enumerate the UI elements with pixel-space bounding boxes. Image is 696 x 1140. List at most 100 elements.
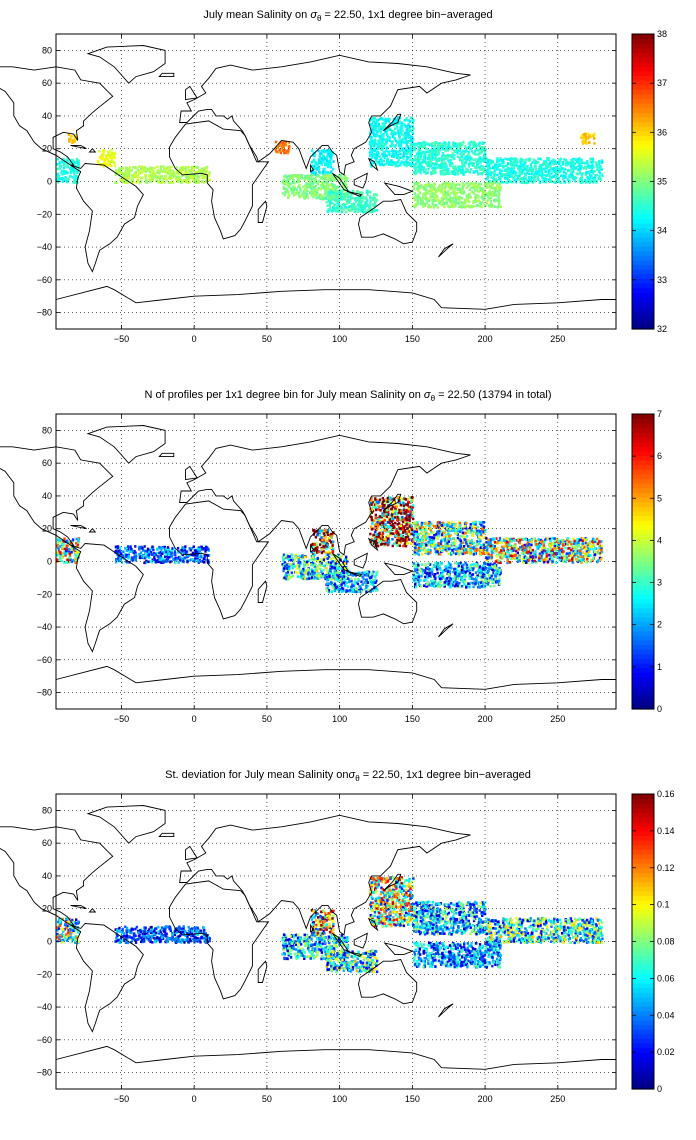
data-bin — [371, 126, 374, 130]
colorbar-segment — [632, 80, 654, 86]
data-bin — [565, 163, 568, 167]
data-bin — [114, 550, 117, 553]
data-bin — [398, 149, 402, 153]
data-bin — [459, 152, 462, 156]
data-bin — [407, 163, 410, 167]
data-bin — [286, 178, 289, 181]
data-bin — [368, 142, 372, 146]
data-bin — [392, 155, 396, 159]
data-bin — [445, 157, 448, 161]
data-bin — [520, 160, 523, 163]
data-bin — [506, 181, 509, 184]
data-bin — [507, 180, 511, 184]
data-bin — [399, 126, 402, 130]
data-bin — [297, 556, 300, 560]
data-bin — [423, 155, 426, 159]
data-bin — [429, 162, 433, 166]
data-bin — [314, 184, 318, 188]
data-bin — [166, 172, 170, 175]
data-bin — [74, 137, 77, 141]
data-bin — [423, 202, 426, 206]
data-bin — [474, 193, 478, 197]
data-bin — [279, 141, 283, 144]
data-bin — [573, 177, 576, 181]
data-bin — [533, 178, 536, 182]
data-bin — [390, 159, 393, 162]
data-bin — [488, 185, 491, 188]
data-bin — [351, 583, 354, 586]
data-bin — [382, 134, 385, 138]
data-bin — [317, 167, 321, 171]
data-bin — [444, 191, 448, 194]
data-bin — [319, 567, 322, 571]
data-bin — [145, 559, 148, 563]
data-bin — [371, 142, 374, 146]
colorbar-segment — [632, 305, 654, 312]
data-bin — [423, 146, 427, 150]
data-bin — [389, 128, 392, 132]
data-bin — [325, 179, 329, 182]
data-bin — [161, 552, 164, 556]
data-bin — [368, 576, 372, 580]
data-bin — [287, 574, 290, 577]
data-bin — [205, 169, 209, 173]
data-bin — [578, 170, 581, 174]
data-bin — [452, 157, 455, 160]
data-bin — [447, 193, 451, 197]
data-bin — [64, 176, 67, 179]
data-bin — [506, 166, 509, 170]
data-bin — [491, 184, 494, 188]
data-bin — [573, 180, 577, 183]
data-bin — [469, 159, 472, 162]
data-bin — [161, 170, 165, 173]
data-bin — [132, 173, 135, 177]
data-bin — [336, 573, 339, 577]
data-bin — [418, 163, 421, 166]
data-bin — [194, 551, 197, 555]
data-bin — [488, 193, 492, 197]
colorbar-segment — [632, 135, 654, 141]
data-bin — [207, 560, 210, 564]
data-bin — [133, 555, 136, 559]
data-bin — [428, 163, 431, 166]
data-bin — [421, 165, 424, 169]
data-bin — [448, 143, 451, 147]
data-bin — [330, 534, 333, 538]
data-bin — [434, 147, 437, 151]
data-bin — [478, 144, 481, 148]
data-bin — [325, 566, 328, 570]
data-bin — [401, 149, 404, 152]
data-bin — [595, 181, 598, 184]
data-bin — [417, 189, 420, 193]
data-bin — [306, 196, 309, 200]
data-bin — [113, 156, 116, 160]
data-bin — [501, 158, 505, 162]
data-bin — [349, 199, 352, 202]
data-bin — [448, 145, 451, 149]
data-bin — [596, 168, 599, 171]
data-bin — [348, 589, 352, 592]
data-bin — [315, 168, 318, 171]
data-bin — [564, 181, 567, 184]
data-bin — [335, 558, 338, 562]
data-bin — [302, 573, 305, 576]
data-bin — [147, 560, 150, 564]
data-bin — [372, 140, 375, 144]
data-bin — [583, 138, 586, 142]
data-bin — [332, 576, 335, 580]
data-bin — [406, 118, 409, 122]
data-bin — [447, 169, 450, 172]
data-bin — [283, 181, 286, 185]
data-bin — [559, 181, 562, 185]
data-bin — [494, 169, 497, 173]
data-bin — [488, 189, 492, 193]
data-bin — [370, 197, 374, 200]
data-bin — [466, 170, 470, 173]
data-bin — [299, 572, 303, 575]
data-bin — [379, 158, 383, 161]
data-bin — [464, 145, 467, 148]
data-bin — [338, 204, 342, 208]
data-bin — [397, 129, 400, 132]
data-bin — [122, 555, 125, 559]
data-bin — [394, 143, 398, 147]
